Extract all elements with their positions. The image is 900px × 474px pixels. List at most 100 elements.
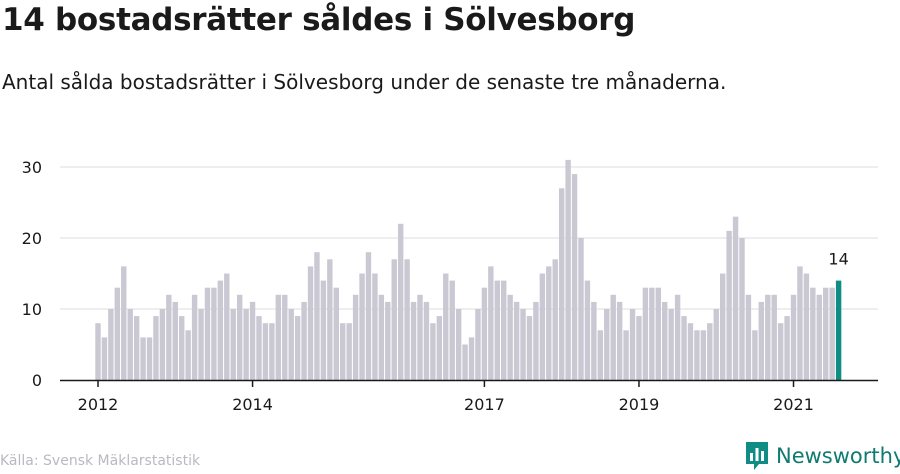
bar	[462, 344, 468, 380]
bar	[153, 316, 159, 380]
bar	[204, 287, 211, 380]
bar	[771, 294, 777, 380]
bar	[468, 337, 475, 380]
bar	[191, 294, 198, 380]
bar	[784, 316, 790, 380]
bar	[584, 280, 591, 380]
bar	[378, 294, 385, 380]
bar	[642, 287, 649, 380]
bar	[674, 294, 681, 380]
bar	[146, 337, 153, 380]
bar	[391, 259, 397, 380]
bar	[475, 309, 481, 380]
bar	[662, 301, 668, 380]
bar	[552, 259, 558, 380]
bar	[101, 337, 108, 380]
bar	[340, 323, 346, 380]
bar	[539, 273, 546, 380]
bar	[765, 294, 771, 380]
bar	[597, 330, 604, 380]
bar	[243, 309, 249, 380]
bar	[397, 223, 404, 380]
bar	[121, 266, 127, 380]
bar	[430, 323, 436, 380]
bar	[217, 280, 224, 380]
bar	[520, 309, 526, 380]
bar	[494, 280, 500, 380]
bar	[565, 159, 571, 380]
bar	[249, 301, 256, 380]
bar	[352, 294, 359, 380]
bar	[829, 287, 835, 380]
bar	[166, 294, 172, 380]
bar	[707, 323, 713, 380]
bar	[262, 323, 269, 380]
bar	[307, 266, 314, 380]
x-tick-label: 2012	[78, 395, 119, 414]
highlight-value-label: 14	[828, 250, 848, 269]
bar	[816, 294, 822, 380]
bar	[172, 301, 178, 380]
bar	[224, 273, 230, 380]
bar	[700, 330, 707, 380]
brand-logo: Newsworthy	[744, 440, 900, 472]
bar	[282, 294, 288, 380]
bar	[275, 294, 282, 380]
bar	[365, 252, 372, 380]
bar	[211, 287, 217, 380]
source-note: Källa: Svensk Mäklarstatistik	[0, 453, 201, 469]
bar	[230, 309, 236, 380]
bar	[526, 316, 533, 380]
bar	[449, 280, 455, 380]
bar	[108, 309, 114, 380]
bar	[443, 273, 449, 380]
bar	[629, 309, 636, 380]
bar	[578, 238, 584, 380]
bar	[133, 316, 140, 380]
bar	[320, 280, 327, 380]
bar	[681, 316, 687, 380]
bar	[810, 287, 816, 380]
bar	[314, 252, 320, 380]
bar	[185, 330, 191, 380]
bar	[623, 330, 629, 380]
bar	[739, 238, 745, 380]
bar	[417, 294, 423, 380]
bar	[327, 259, 333, 380]
bar	[758, 301, 765, 380]
bar	[269, 323, 275, 380]
bar	[256, 316, 262, 380]
bar	[752, 330, 758, 380]
bar	[694, 330, 700, 380]
bar	[288, 309, 294, 380]
bar	[179, 316, 185, 380]
chart-title: 14 bostadsrätter såldes i Sölvesborg	[2, 2, 636, 38]
highlight-bar	[835, 280, 842, 380]
y-tick-label: 30	[22, 158, 42, 177]
newsworthy-logo-icon	[746, 442, 768, 470]
bar	[636, 316, 642, 380]
bar	[604, 309, 610, 380]
x-tick-label: 2017	[464, 395, 505, 414]
x-tick-label: 2019	[619, 395, 660, 414]
grid-lines	[60, 166, 878, 310]
bar	[359, 273, 365, 380]
bar	[114, 287, 121, 380]
bar	[127, 309, 133, 380]
bar	[777, 323, 784, 380]
bar	[481, 287, 488, 380]
y-axis-ticks: 0 10 20 30	[22, 158, 42, 390]
bar	[333, 287, 339, 380]
bar	[745, 294, 752, 380]
bar	[616, 301, 623, 380]
bar	[713, 309, 719, 380]
bar	[571, 174, 578, 380]
bar	[301, 301, 307, 380]
y-tick-label: 0	[32, 371, 42, 390]
bar	[236, 294, 243, 380]
bar	[198, 309, 204, 380]
bar	[159, 309, 166, 380]
bar	[410, 301, 417, 380]
bar	[649, 287, 655, 380]
